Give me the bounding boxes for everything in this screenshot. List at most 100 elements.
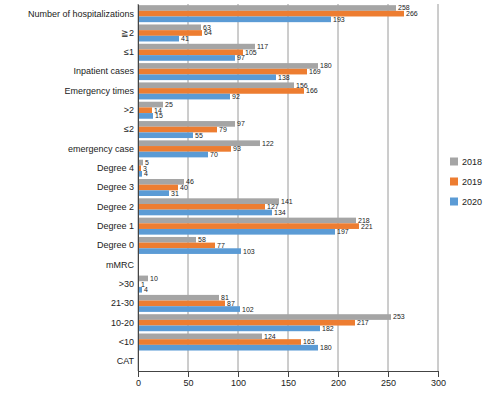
bar: [138, 36, 179, 42]
bar: [138, 334, 262, 340]
tick-label: Inpatient cases: [73, 66, 134, 76]
tick-label: Emergency times: [64, 86, 134, 96]
y-tick: Degree 2: [97, 202, 138, 212]
tick-mark: [288, 371, 289, 377]
y-tick: >2: [124, 105, 138, 115]
data-label: 180: [320, 344, 332, 351]
bar: [138, 179, 184, 185]
tick-label: 10-20: [111, 318, 134, 328]
x-tick: 0: [136, 371, 141, 388]
data-label: 92: [232, 93, 240, 100]
data-label: 70: [210, 151, 218, 158]
tick-label: CAT: [117, 356, 135, 366]
tick-label: Degree 4: [97, 163, 134, 173]
data-label: 97: [237, 120, 245, 127]
bar: [138, 198, 279, 204]
bar: [138, 132, 193, 138]
data-label: 87: [227, 300, 235, 307]
data-label: 141: [281, 198, 293, 205]
y-tick: Emergency times: [64, 86, 138, 96]
y-tick: <10: [119, 337, 138, 347]
y-axis-line: [138, 5, 139, 372]
data-label: 117: [257, 43, 268, 50]
bar: [138, 339, 301, 345]
data-label: 134: [274, 209, 286, 216]
bar: [138, 30, 202, 36]
data-label: 55: [195, 132, 203, 139]
data-label: 10: [150, 275, 158, 282]
data-label: 182: [322, 325, 334, 332]
bar: [138, 88, 304, 94]
tick-label: 100: [231, 378, 246, 388]
y-tick: >30: [119, 279, 138, 289]
bars: [138, 5, 404, 350]
x-tick: 250: [381, 371, 396, 388]
tick-label: 150: [281, 378, 296, 388]
bar: [138, 237, 196, 243]
data-label: 25: [165, 101, 173, 108]
data-label: 197: [337, 228, 349, 235]
tick-label: <10: [119, 337, 134, 347]
bar: [138, 229, 335, 235]
bar: [138, 11, 404, 17]
bar: [138, 63, 318, 69]
bar: [138, 306, 240, 312]
data-label: 180: [320, 62, 332, 69]
y-tick: 10-20: [111, 318, 138, 328]
bar: [138, 218, 356, 224]
y-tick: Degree 0: [97, 240, 138, 250]
data-label: 138: [278, 74, 290, 81]
x-tick: 50: [183, 371, 193, 388]
tick-label: Number of hospitalizations: [28, 9, 135, 19]
data-label: 97: [237, 54, 245, 61]
data-label: 253: [393, 313, 405, 320]
data-label: 31: [171, 190, 179, 197]
data-label: 124: [264, 333, 276, 340]
data-label: 163: [303, 338, 315, 345]
y-tick: mMRC: [106, 260, 138, 270]
data-label: 217: [357, 319, 369, 326]
bar: [138, 16, 331, 22]
data-label: 169: [309, 68, 321, 75]
data-label: 4: [144, 170, 148, 177]
data-label: 15: [155, 112, 163, 119]
bar: [138, 24, 201, 30]
x-tick: 100: [231, 371, 246, 388]
data-label: 105: [245, 49, 257, 56]
y-tick: ≧2: [121, 28, 138, 38]
bar: [138, 113, 153, 119]
bar: [138, 243, 215, 249]
tick-mark: [188, 371, 189, 377]
bar: [138, 5, 396, 11]
tick-label: 250: [381, 378, 396, 388]
tick-label: Degree 1: [97, 221, 134, 231]
data-label: 79: [219, 126, 227, 133]
y-axis: CAT<1010-2021-30>30mMRCDegree 0Degree 1D…: [28, 5, 139, 372]
data-label: 266: [406, 10, 418, 17]
data-label: 221: [361, 223, 373, 230]
data-label: 40: [180, 184, 188, 191]
tick-label: 200: [331, 378, 346, 388]
tick-mark: [438, 371, 439, 377]
tick-mark: [338, 371, 339, 377]
bar: [138, 345, 318, 351]
tick-label: 0: [136, 378, 141, 388]
data-labels: 1242538110582181414651229725156180117632…: [141, 4, 418, 351]
tick-label: >2: [124, 105, 134, 115]
tick-label: emergency case: [68, 144, 134, 154]
legend: 201820192020: [450, 157, 482, 207]
bar: [138, 127, 217, 133]
bar: [138, 248, 241, 254]
x-tick: 150: [281, 371, 296, 388]
tick-label: ≧2: [121, 28, 134, 38]
tick-label: Degree 2: [97, 202, 134, 212]
x-tick: 300: [431, 371, 446, 388]
bar: [138, 107, 152, 113]
bar: [138, 210, 272, 216]
data-label: 41: [181, 35, 189, 42]
bar: [138, 55, 235, 61]
y-tick: Degree 3: [97, 182, 138, 192]
data-label: 193: [333, 16, 345, 23]
y-tick: Degree 1: [97, 221, 138, 231]
grid: [138, 4, 438, 371]
